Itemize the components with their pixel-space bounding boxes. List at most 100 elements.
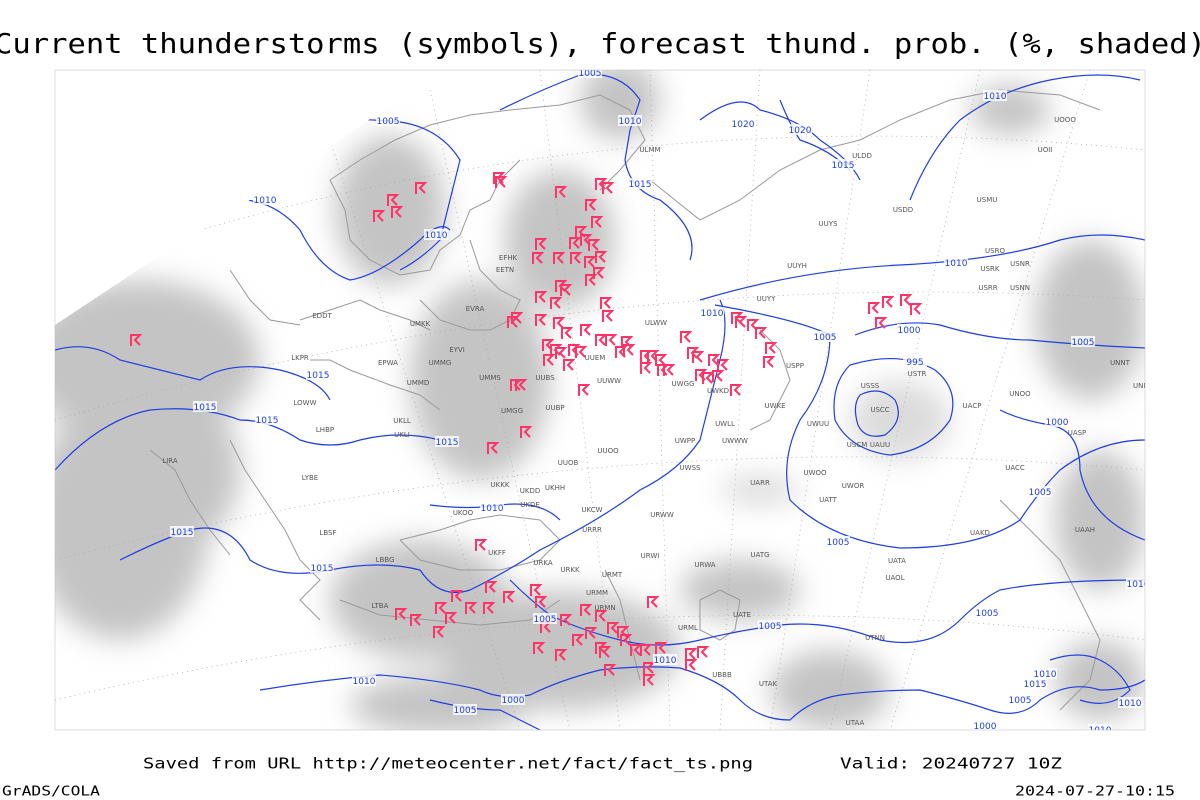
isobar-label-bg <box>1045 416 1069 427</box>
station-label: URMM <box>586 589 608 597</box>
station-label: UATG <box>750 551 769 559</box>
isobar-label: 1010 <box>945 259 968 269</box>
isobar-label-bg <box>480 502 504 513</box>
isobar-label-bg <box>352 675 376 686</box>
isobar-label: 1010 <box>1119 699 1142 709</box>
station-label: UACP <box>963 402 982 410</box>
thunderstorm-symbol <box>415 182 428 194</box>
station-label: UACC <box>1005 464 1025 472</box>
thunderstorm-symbol <box>643 674 656 686</box>
station-label: UATA <box>888 557 906 565</box>
station-label: URMN <box>594 604 615 612</box>
thunderstorm-symbol <box>717 359 730 371</box>
isobar-label: 1005 <box>534 615 557 625</box>
station-label: URWA <box>694 561 715 569</box>
thunderstorm-symbol <box>585 274 598 286</box>
station-label: UKLL <box>393 417 411 425</box>
station-label: USPP <box>786 362 804 370</box>
thunderstorm-symbol <box>584 256 597 268</box>
thunderstorm-symbol <box>520 426 533 438</box>
station-label: URKK <box>560 566 580 574</box>
isobar-label: 1015 <box>629 180 652 190</box>
thunderstorm-symbols <box>130 172 923 686</box>
station-label: LHBP <box>316 426 334 434</box>
isobar-label-bg <box>253 194 277 205</box>
isobar-label: 1010 <box>481 504 504 514</box>
station-label: USRK <box>980 265 999 273</box>
station-label: UAAH <box>1075 526 1095 534</box>
isobar-label-bg <box>1008 694 1032 705</box>
thunderstorm-symbol <box>647 350 660 362</box>
station-label: UWPP <box>675 437 696 445</box>
isobar-label-bg <box>193 401 217 412</box>
station-label: UUBP <box>545 404 564 412</box>
thunderstorm-symbol <box>572 634 585 646</box>
thunderstorm-symbol <box>553 252 566 264</box>
station-label: UAOL <box>885 574 904 582</box>
thunderstorm-symbol <box>591 216 604 228</box>
thunderstorm-symbol <box>575 226 588 238</box>
station-label: ULDD <box>852 152 872 160</box>
station-label: LKPR <box>291 354 309 362</box>
thunderstorm-symbol <box>580 604 593 616</box>
isobar-label-bg <box>1033 668 1057 679</box>
isobar-label: 1000 <box>898 326 921 336</box>
station-label: EFHK <box>499 254 518 262</box>
isobar-label: 1005 <box>827 538 850 548</box>
isobar-label: 1015 <box>194 403 217 413</box>
thunderstorm-symbol <box>445 612 458 624</box>
isobar-label: 1010 <box>984 92 1007 102</box>
station-labels: EDDT EPWA LKPR LOWW LHBP LYBE LBSF LBBG LTBA LIRA… <box>162 116 1145 727</box>
station-label: UMGG <box>501 407 523 415</box>
station-label: URWW <box>650 511 674 519</box>
thunderstorm-symbol <box>607 622 620 634</box>
thunderstorm-symbol <box>595 178 608 190</box>
station-label: UNOO <box>1009 390 1031 398</box>
station-label: UWSS <box>680 464 701 472</box>
thunderstorm-symbol <box>373 210 386 222</box>
station-label: LBBG <box>376 556 395 564</box>
isobar-label: 1010 <box>425 231 448 241</box>
isobar-label-bg <box>533 613 557 624</box>
station-label: UOII <box>1038 146 1053 154</box>
station-label: UMMG <box>429 359 452 367</box>
thunderstorm-symbol <box>685 659 698 671</box>
station-label: LOWW <box>293 399 316 407</box>
isobar-label-bg <box>578 70 602 78</box>
thunderstorm-symbol <box>695 369 708 381</box>
thunderstorm-symbol <box>765 342 778 354</box>
isobar-label: 995 <box>906 358 923 368</box>
isobar-label-bg <box>255 414 279 425</box>
thunderstorm-symbol <box>410 614 423 626</box>
isobar-label-bg <box>903 356 927 367</box>
station-label: UBBB <box>712 671 732 679</box>
valid-time: Valid: 20240727 10Z <box>840 755 1062 773</box>
station-label: URMT <box>602 571 623 579</box>
isobar-label: 1010 <box>254 196 277 206</box>
thunderstorm-symbol <box>763 356 776 368</box>
thunderstorm-symbol <box>535 596 548 608</box>
station-label: USRO <box>985 247 1005 255</box>
isobar-label-bg <box>1071 336 1095 347</box>
station-label: UTNN <box>865 634 885 642</box>
isobar-label: 1010 <box>654 656 677 666</box>
isobar-label: 1005 <box>454 706 477 716</box>
station-label: EPWA <box>378 359 398 367</box>
thunderstorm-symbol <box>640 362 653 374</box>
station-label: USRR <box>978 284 997 292</box>
station-label: UNNT <box>1110 359 1131 367</box>
thunderstorm-symbol <box>578 384 591 396</box>
probability-shading <box>55 70 1145 730</box>
station-label: UKHH <box>545 484 565 492</box>
thunderstorm-symbol <box>595 251 608 263</box>
thunderstorm-symbol <box>593 267 606 279</box>
thunderstorm-symbol <box>485 581 498 593</box>
map-frame <box>54 69 1146 731</box>
isobar-label: 1020 <box>732 120 755 130</box>
isobar-label-bg <box>170 526 194 537</box>
isobar-label-bg <box>376 115 400 126</box>
isobar-label: 1005 <box>759 622 782 632</box>
isobar-label: 1010 <box>1034 670 1057 680</box>
isobar-label-bg <box>731 118 755 129</box>
